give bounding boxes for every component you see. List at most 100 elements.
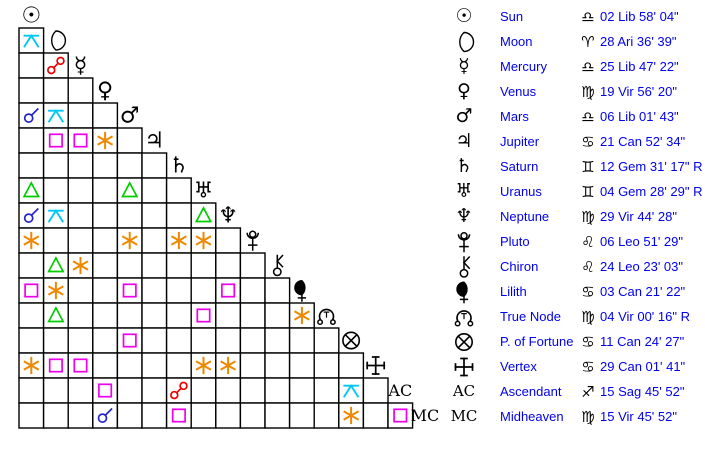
aspect-quincunx-icon <box>342 384 360 398</box>
aspect-cell-ascendant-vertex <box>362 377 389 404</box>
svg-text:♆: ♆ <box>218 204 238 229</box>
planet-position-link[interactable]: 03 Can 21' 22" <box>600 284 686 299</box>
aspect-sextile-icon <box>220 356 237 375</box>
aspect-cell-fortune-mercury <box>67 327 94 354</box>
chiron-icon <box>448 255 480 279</box>
aspect-cell-venus-mercury <box>67 77 94 104</box>
planet-position-link[interactable]: 15 Sag 45' 52" <box>600 384 685 399</box>
planet-position-link[interactable]: 06 Lib 01' 43" <box>600 109 679 124</box>
fortune-icon <box>448 330 480 354</box>
aspect-cell-truenode-chiron <box>264 302 291 329</box>
lilith-glyph-icon <box>294 279 307 302</box>
aspect-cell-midheaven-mars <box>116 402 143 429</box>
planet-name-link[interactable]: Mars <box>500 109 529 124</box>
svg-text:☿: ☿ <box>74 54 88 79</box>
planet-name-link[interactable]: Saturn <box>500 159 539 174</box>
aspect-cell-neptune-mercury <box>67 202 94 229</box>
aspect-cell-lilith-saturn <box>165 277 192 304</box>
aspect-conjunction-icon <box>23 207 39 223</box>
planet-name-link[interactable]: Mercury <box>500 59 547 74</box>
aspect-cell-jupiter-sun <box>18 127 45 154</box>
aspect-cell-chiron-venus <box>92 252 119 279</box>
planet-position-link[interactable]: 28 Ari 36' 39" <box>600 34 677 49</box>
aries-icon: ♈ <box>581 32 595 51</box>
aspect-cell-truenode-pluto <box>239 302 266 329</box>
planet-position-link[interactable]: 29 Vir 44' 28" <box>600 209 677 224</box>
aspect-square-icon <box>24 283 39 298</box>
aspect-square-icon <box>122 333 137 348</box>
aspect-cell-ascendant-mars <box>116 377 143 404</box>
aspect-cell-lilith-mercury <box>67 277 94 304</box>
truenode-glyph-icon <box>454 309 474 327</box>
aspect-cell-vertex-mercury <box>67 352 94 379</box>
aspect-square-icon <box>221 283 236 298</box>
gemini-icon: ♊ <box>581 157 595 176</box>
aspect-cell-neptune-saturn <box>165 202 192 229</box>
aspect-cell-vertex-venus <box>92 352 119 379</box>
aspect-cell-vertex-moon <box>42 352 69 379</box>
planet-name-link[interactable]: Uranus <box>500 184 542 199</box>
planet-position-link[interactable]: 12 Gem 31' 17" R <box>600 159 703 174</box>
planet-position-link[interactable]: 11 Can 24' 27" <box>600 334 685 349</box>
aspect-cell-neptune-venus <box>92 202 119 229</box>
planet-position-link[interactable]: 25 Lib 47' 22" <box>600 59 679 74</box>
planet-name-link[interactable]: Lilith <box>500 284 527 299</box>
planet-name-link[interactable]: True Node <box>500 309 561 324</box>
aspect-cell-ascendant-fortune <box>338 377 365 404</box>
aspect-cell-fortune-venus <box>92 327 119 354</box>
planet-name-link[interactable]: Ascendant <box>500 384 562 399</box>
aspect-cell-pluto-venus <box>92 227 119 254</box>
planet-name-link[interactable]: P. of Fortune <box>500 334 574 349</box>
aspect-grid: ☉ ☿ ♀ ♂ ♃ ♄ ♅ ♆ AC MC <box>18 4 440 429</box>
aspect-cell-pluto-mercury <box>67 227 94 254</box>
planet-name-link[interactable]: Neptune <box>500 209 550 224</box>
aspect-cell-pluto-moon <box>42 227 69 254</box>
planet-position-link[interactable]: 15 Vir 45' 52" <box>600 409 677 424</box>
aspect-square-icon <box>48 358 63 373</box>
aspect-cell-chiron-sun <box>18 252 45 279</box>
pluto-glyph-icon <box>246 230 260 251</box>
aspect-square-icon <box>393 408 408 423</box>
aspect-cell-truenode-mars <box>116 302 143 329</box>
aspect-cell-moon-sun <box>18 27 45 54</box>
aspect-cell-vertex-fortune <box>338 352 365 379</box>
vertex-glyph-icon <box>366 356 386 375</box>
lilith-glyph-icon <box>456 280 469 303</box>
aspect-cell-lilith-uranus <box>190 277 217 304</box>
planet-position-link[interactable]: 21 Can 52' 34" <box>600 134 686 149</box>
planet-name-link[interactable]: Sun <box>500 9 524 24</box>
aspect-cell-ascendant-uranus <box>190 377 217 404</box>
planet-name-link[interactable]: Chiron <box>500 259 539 274</box>
neptune-icon: ♆ <box>455 205 473 227</box>
planet-position-link[interactable]: 06 Leo 51' 29" <box>600 234 684 249</box>
aspect-cell-ascendant-pluto <box>239 377 266 404</box>
position-row-mars: ♂ Mars ♎ 06 Lib 01' 43" <box>448 104 702 129</box>
planet-name-link[interactable]: Moon <box>500 34 533 49</box>
aspect-cell-jupiter-mercury <box>67 127 94 154</box>
planet-position-link[interactable]: 02 Lib 58' 04" <box>600 9 679 24</box>
planet-position-link[interactable]: 04 Gem 28' 29" R <box>600 184 703 199</box>
aspect-cell-midheaven-ascendant <box>387 402 414 429</box>
aspect-sextile-icon <box>195 356 212 375</box>
virgo-icon: ♍ <box>581 407 595 426</box>
midheaven-glyph-icon: MC <box>411 406 440 425</box>
planet-name-link[interactable]: Jupiter <box>500 134 540 149</box>
lilith-icon <box>448 280 480 304</box>
planet-name-link[interactable]: Vertex <box>500 359 537 374</box>
aspect-conjunction-icon <box>97 407 113 423</box>
planet-position-link[interactable]: 04 Vir 00' 16" R <box>600 309 690 324</box>
aspect-cell-ascendant-lilith <box>288 377 315 404</box>
aspect-cell-vertex-mars <box>116 352 143 379</box>
virgo-icon: ♍ <box>581 207 595 226</box>
fortune-glyph-icon <box>342 331 361 350</box>
planet-position-link[interactable]: 29 Can 01' 41" <box>600 359 686 374</box>
planet-name-link[interactable]: Venus <box>500 84 537 99</box>
planet-position-link[interactable]: 24 Leo 23' 03" <box>600 259 684 274</box>
planet-position-link[interactable]: 19 Vir 56' 20" <box>600 84 677 99</box>
planet-name-link[interactable]: Pluto <box>500 234 530 249</box>
aspect-cell-lilith-jupiter <box>141 277 168 304</box>
jupiter-icon: ♃ <box>455 130 473 152</box>
planet-name-link[interactable]: Midheaven <box>500 409 564 424</box>
mars-icon: ♂ <box>455 105 473 127</box>
position-row-pluto: Pluto ♌ 06 Leo 51' 29" <box>448 229 702 254</box>
